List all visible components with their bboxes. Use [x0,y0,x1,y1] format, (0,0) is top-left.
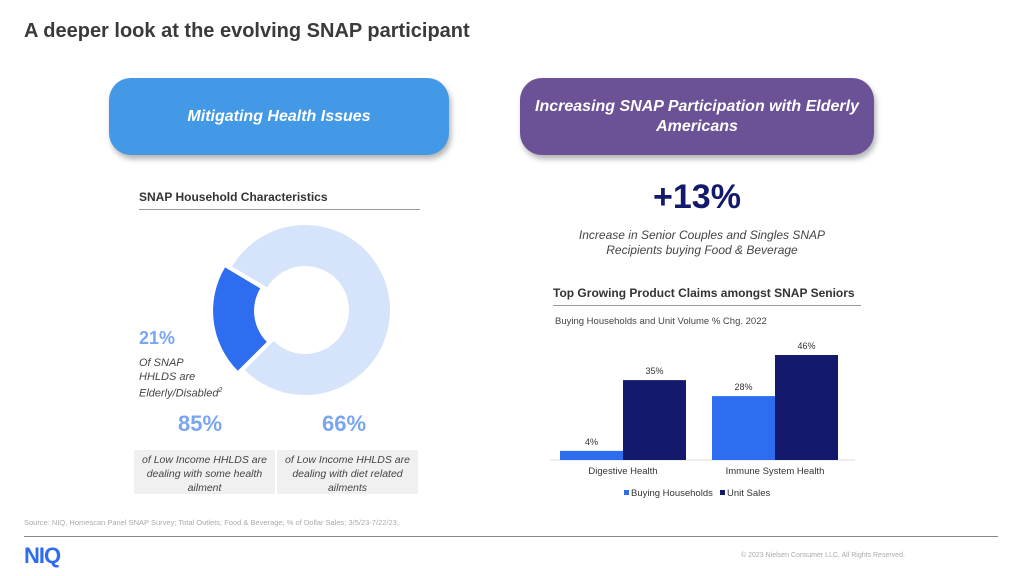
data-label: 28% [734,382,752,392]
bar-buying-households [560,450,623,460]
increase-desc: Increase in Senior Couples and Singles S… [520,228,884,258]
legend-swatch [720,490,725,495]
legend-swatch [624,490,629,495]
source-note: Source: NIQ, Homescan Panel SNAP Survey;… [24,518,399,527]
page-title: A deeper look at the evolving SNAP parti… [24,20,470,42]
data-label: 46% [797,341,815,351]
category-label: Immune System Health [726,466,825,477]
footnote-marker: 2 [218,387,223,394]
senior-participation-banner: Increasing SNAP Participation with Elder… [520,78,874,155]
increase-desc-line: Increase in Senior Couples and Singles S… [578,228,826,242]
footer-divider [24,536,998,537]
data-label: 4% [585,437,598,447]
increase-stat: +13% [653,178,741,216]
stat-health-ailment: 85% [178,411,223,436]
donut-slice-other [231,225,390,396]
stat-diet-desc: of Low Income HHLDS are dealing with die… [277,450,418,494]
stat-diet-ailment: 66% [322,411,367,436]
copyright: © 2023 Nielsen Consumer LLC. All Rights … [741,552,905,559]
donut-desc-line: Elderly/Disabled [139,387,219,400]
bar-chart: 4% 35% Digestive Health 28% 46% Immune System… [550,341,855,499]
stat-health-desc: of Low Income HHLDS are dealing with som… [134,450,275,494]
legend-label: Unit Sales [727,488,771,499]
donut-percent: 21% [139,328,176,348]
donut-description: Of SNAP HHLDS are Elderly/Disabled2 [139,356,222,401]
niq-logo: NIQ [24,543,61,568]
bar-unit-sales [623,380,686,460]
bar-buying-households [712,396,775,460]
donut-slice-elderly [213,267,267,371]
bar-unit-sales [775,355,838,460]
donut-desc-line: HHLDS are [139,371,196,383]
household-section-title: SNAP Household Characteristics [139,190,420,210]
legend-label: Buying Households [631,488,713,499]
chart-subtitle: Buying Households and Unit Volume % Chg.… [555,316,767,327]
category-label: Digestive Health [588,466,657,477]
donut-desc-line: Of SNAP [139,357,184,369]
data-label: 35% [645,366,663,376]
claims-section-title: Top Growing Product Claims amongst SNAP … [553,286,861,306]
mitigating-health-banner: Mitigating Health Issues [109,78,449,155]
increase-desc-line: Recipients buying Food & Beverage [606,243,798,257]
donut-chart [213,225,390,396]
